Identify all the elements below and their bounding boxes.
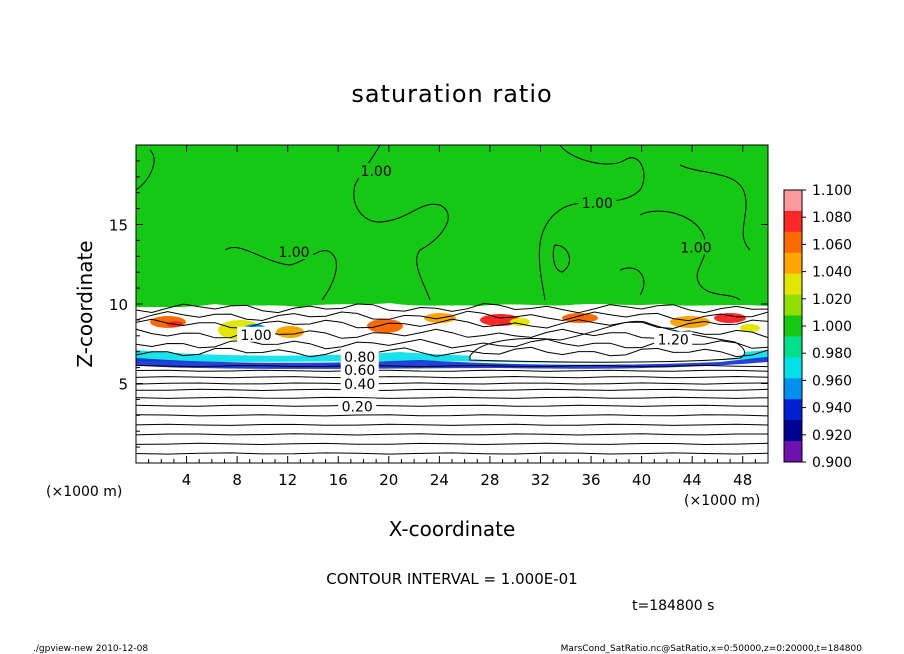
- colorbar-label-4: 1.020: [812, 292, 852, 308]
- colorbar-swatch: [784, 378, 802, 400]
- colorbar-label-6: 0.980: [812, 346, 852, 362]
- x-tick-label-12: 12: [278, 471, 297, 489]
- colorbar-swatch: [784, 273, 802, 296]
- contour-line: [538, 145, 645, 301]
- colorbar-swatch: [784, 399, 802, 421]
- y-axis-label: Z-coordinate: [73, 240, 97, 367]
- contour-line: [679, 164, 751, 251]
- y-tick-label-5: 5: [118, 376, 128, 394]
- colorbar-swatch: [784, 231, 802, 254]
- x-tick-label-32: 32: [531, 471, 550, 489]
- contour-line: [136, 364, 768, 368]
- contour-line: [136, 310, 768, 322]
- contour-label-7: 0.60: [344, 363, 375, 379]
- contour-line: [136, 382, 768, 385]
- y-tick-label-10: 10: [109, 296, 128, 314]
- contour-line: [639, 210, 741, 301]
- colorbar-label-0: 1.100: [812, 183, 852, 199]
- colorbar-label-9: 0.920: [812, 428, 852, 444]
- colorbar-swatch: [784, 210, 802, 233]
- contour-label-bg: [340, 361, 379, 377]
- contour-line: [136, 369, 768, 372]
- colorbar-swatch: [784, 294, 802, 317]
- contour-labels: 1.001.001.00 1.001.00 1.200.800.600.400.20: [237, 163, 715, 415]
- contour-line: [353, 145, 449, 301]
- contour-label-4: 1.00: [240, 328, 271, 344]
- time-stamp: t=184800 s: [632, 598, 714, 614]
- contour-label-3: 1.00: [680, 240, 711, 256]
- contour-line: [136, 396, 768, 399]
- contour-line: [136, 318, 768, 330]
- colorbar-label-5: 1.000: [812, 319, 852, 335]
- contour-line: [619, 267, 645, 296]
- contour-label-2: 1.00: [278, 245, 309, 261]
- footer-right: MarsCond_SatRatio.nc@SatRatio,x=0:50000,…: [560, 644, 862, 654]
- y-tick-label-15: 15: [109, 217, 128, 235]
- x-tick-label-28: 28: [480, 471, 499, 489]
- y-axis-ticks: 5 10 15: [109, 160, 768, 448]
- x-tick-label-48: 48: [733, 471, 752, 489]
- contour-label-bg: [357, 163, 396, 179]
- contour-line: [136, 442, 768, 446]
- x-unit-right: (×1000 m): [684, 493, 760, 509]
- x-unit-left: (×1000 m): [46, 484, 122, 500]
- contour-line: [136, 302, 768, 314]
- contour-label-8: 0.40: [344, 377, 375, 393]
- contour-label-bg: [338, 398, 377, 414]
- colorbar-label-2: 1.060: [812, 237, 852, 253]
- saturated-region: [136, 145, 768, 307]
- contour-label-bg: [340, 349, 379, 365]
- contour-label-bg: [676, 239, 715, 255]
- contour-interval: CONTOUR INTERVAL = 1.000E-01: [326, 570, 577, 588]
- colorbar-swatch: [784, 252, 802, 275]
- footer-left: ./gpview-new 2010-12-08: [33, 644, 149, 654]
- contour-label-9: 0.20: [342, 399, 373, 415]
- colorbar-swatch: [784, 357, 802, 379]
- colorbar: 1.100 1.080 1.060 1.040 1.020 1.000 0.980 0.960…: [783, 183, 852, 471]
- colorbar-label-8: 0.940: [812, 401, 852, 417]
- colorbar-label-1: 1.080: [812, 210, 852, 226]
- contour-line: [136, 452, 768, 455]
- contour-line: [136, 404, 768, 407]
- colorbar-swatch: [784, 420, 802, 442]
- contour-line: [136, 149, 155, 191]
- x-tick-label-20: 20: [379, 471, 398, 489]
- colorbar-swatch: [784, 441, 802, 463]
- colorbar-label-7: 0.960: [812, 373, 852, 389]
- contour-line: [136, 414, 768, 417]
- chart-title: saturation ratio: [351, 80, 552, 108]
- contour-line: [136, 346, 768, 358]
- x-axis-label: X-coordinate: [389, 517, 516, 541]
- x-tick-label-4: 4: [182, 471, 192, 489]
- colorbar-label-3: 1.040: [812, 265, 852, 281]
- x-tick-label-16: 16: [329, 471, 348, 489]
- contour-label-bg: [340, 376, 379, 392]
- colorbar-swatch: [784, 315, 802, 337]
- contour-line: [552, 244, 570, 273]
- contour-label-bg: [654, 331, 693, 347]
- contour-label-bg: [578, 194, 617, 210]
- x-tick-label-40: 40: [632, 471, 651, 489]
- contour-label-bg: [237, 326, 276, 342]
- contour-label-5: 1.20: [658, 333, 689, 349]
- colorbar-label-10: 0.900: [812, 455, 852, 471]
- contour-label-bg: [275, 244, 313, 260]
- contour-label-1: 1.00: [582, 196, 613, 212]
- contour-line: [136, 423, 768, 426]
- x-axis-ticks: 4 8 12 16 20 24 28 32 36 40 44 48: [148, 145, 756, 489]
- contour-line: [136, 388, 768, 392]
- x-tick-label-44: 44: [683, 471, 702, 489]
- contour-line: [136, 375, 768, 379]
- x-tick-label-36: 36: [581, 471, 600, 489]
- colorbar-swatch: [784, 336, 802, 358]
- x-tick-label-24: 24: [430, 471, 449, 489]
- x-tick-label-8: 8: [232, 471, 242, 489]
- contour-label-0: 1.00: [361, 164, 392, 180]
- colorbar-swatch: [784, 190, 802, 212]
- contour-line: [136, 433, 768, 436]
- plot-area: 1.001.001.00 1.001.00 1.200.800.600.400.20: [136, 145, 768, 463]
